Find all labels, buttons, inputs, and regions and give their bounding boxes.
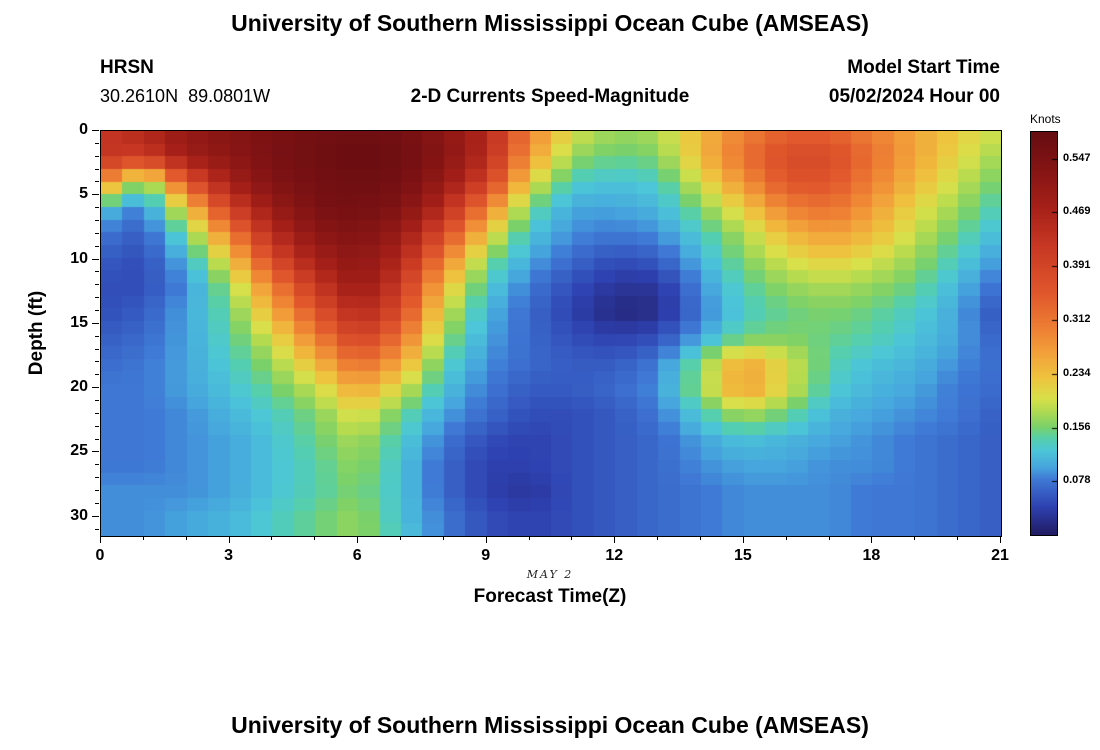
axis-tickmark: [270, 536, 272, 540]
y-tick-label: 30: [70, 506, 88, 524]
axis-tickmark: [95, 348, 99, 350]
station-coordinates: 30.2610N 89.0801W: [100, 86, 271, 106]
axis-tickmark: [95, 360, 99, 362]
colorbar-tick-label: 0.234: [1063, 367, 1091, 380]
axis-tickmark: [95, 245, 99, 247]
axis-tickmark: [92, 129, 99, 131]
axis-tickmark: [95, 412, 99, 414]
colorbar-tick-label: 0.469: [1063, 205, 1091, 218]
x-tick-label: 21: [991, 547, 1009, 564]
axis-tickmark: [95, 168, 99, 170]
heatmap-canvas: [100, 130, 1002, 537]
x-tick-label: 18: [862, 547, 881, 564]
axis-tickmark: [95, 425, 99, 427]
axis-tickmark: [570, 536, 572, 540]
colorbar-tick-label: 0.156: [1063, 420, 1091, 433]
axis-tickmark: [95, 463, 99, 465]
axis-tickmark: [95, 489, 99, 491]
axis-tickmark: [95, 142, 99, 144]
axis-tickmark: [356, 536, 358, 543]
model-start-label: Model Start Time: [847, 57, 1000, 78]
axis-tickmark: [185, 536, 187, 540]
axis-tickmark: [999, 536, 1001, 543]
axis-tickmark: [699, 536, 701, 540]
x-tick-label: 12: [605, 547, 624, 564]
axis-tickmark: [656, 536, 658, 540]
axis-tickmark: [92, 450, 99, 452]
axis-tickmark: [228, 536, 230, 543]
axis-tickmark: [95, 219, 99, 221]
axis-tickmark: [95, 232, 99, 234]
colorbar-tick-label: 0.391: [1063, 259, 1091, 272]
x-axis-title: Forecast Time(Z): [473, 586, 627, 607]
axis-tickmark: [95, 373, 99, 375]
colorbar-tick-label: 0.547: [1063, 151, 1091, 164]
x-axis-date-label: MAY 2: [526, 568, 574, 581]
axis-tickmark: [92, 386, 99, 388]
axis-tickmark: [95, 335, 99, 337]
model-start-value: 05/02/2024 Hour 00: [828, 86, 1000, 107]
y-tick-label: 15: [70, 313, 88, 331]
colorbar-units-label: Knots: [1030, 112, 1061, 126]
axis-tickmark: [613, 536, 615, 543]
axis-tickmark: [313, 536, 315, 540]
axis-tickmark: [92, 258, 99, 260]
x-tick-label: 3: [224, 547, 234, 564]
axis-tickmark: [528, 536, 530, 540]
axis-tickmark: [95, 399, 99, 401]
axis-tickmark: [95, 476, 99, 478]
station-id: HRSN: [100, 57, 154, 78]
axis-tickmark: [95, 296, 99, 298]
axis-tickmark: [95, 155, 99, 157]
y-axis-title: Depth (ft): [26, 290, 47, 376]
axis-tickmark: [870, 536, 872, 543]
axis-tickmark: [95, 438, 99, 440]
colorbar-tick-label: 0.312: [1063, 313, 1091, 326]
page-title: University of Southern Mississippi Ocean…: [231, 10, 869, 36]
axis-tickmark: [399, 536, 401, 540]
axis-tickmark: [92, 322, 99, 324]
y-tick-label: 5: [79, 185, 88, 203]
x-tick-label: 6: [352, 547, 362, 564]
colorbar-canvas: [1030, 131, 1058, 536]
axis-tickmark: [785, 536, 787, 540]
axis-tickmark: [95, 309, 99, 311]
y-tick-label: 10: [70, 249, 88, 267]
axis-tickmark: [95, 180, 99, 182]
axis-tickmark: [142, 536, 144, 540]
axis-tickmark: [828, 536, 830, 540]
axis-tickmark: [92, 515, 99, 517]
axis-tickmark: [92, 193, 99, 195]
y-tick-label: 20: [70, 378, 88, 396]
axis-tickmark: [956, 536, 958, 540]
next-plot-title: University of Southern Mississippi Ocean…: [231, 712, 869, 738]
axis-tickmark: [95, 206, 99, 208]
axis-tickmark: [442, 536, 444, 540]
axis-tickmark: [95, 528, 99, 530]
y-tick-label: 25: [70, 442, 88, 460]
axis-tickmark: [485, 536, 487, 543]
axis-tickmark: [99, 536, 101, 543]
axis-tickmark: [95, 502, 99, 504]
x-tick-label: 15: [733, 547, 752, 564]
axis-tickmark: [913, 536, 915, 540]
y-tick-label: 0: [79, 121, 88, 138]
x-tick-label: 9: [481, 547, 491, 564]
axis-tickmark: [742, 536, 744, 543]
colorbar-tick-label: 0.078: [1063, 474, 1091, 487]
axis-tickmark: [95, 283, 99, 285]
x-tick-label: 0: [95, 547, 105, 564]
axis-tickmark: [95, 270, 99, 272]
